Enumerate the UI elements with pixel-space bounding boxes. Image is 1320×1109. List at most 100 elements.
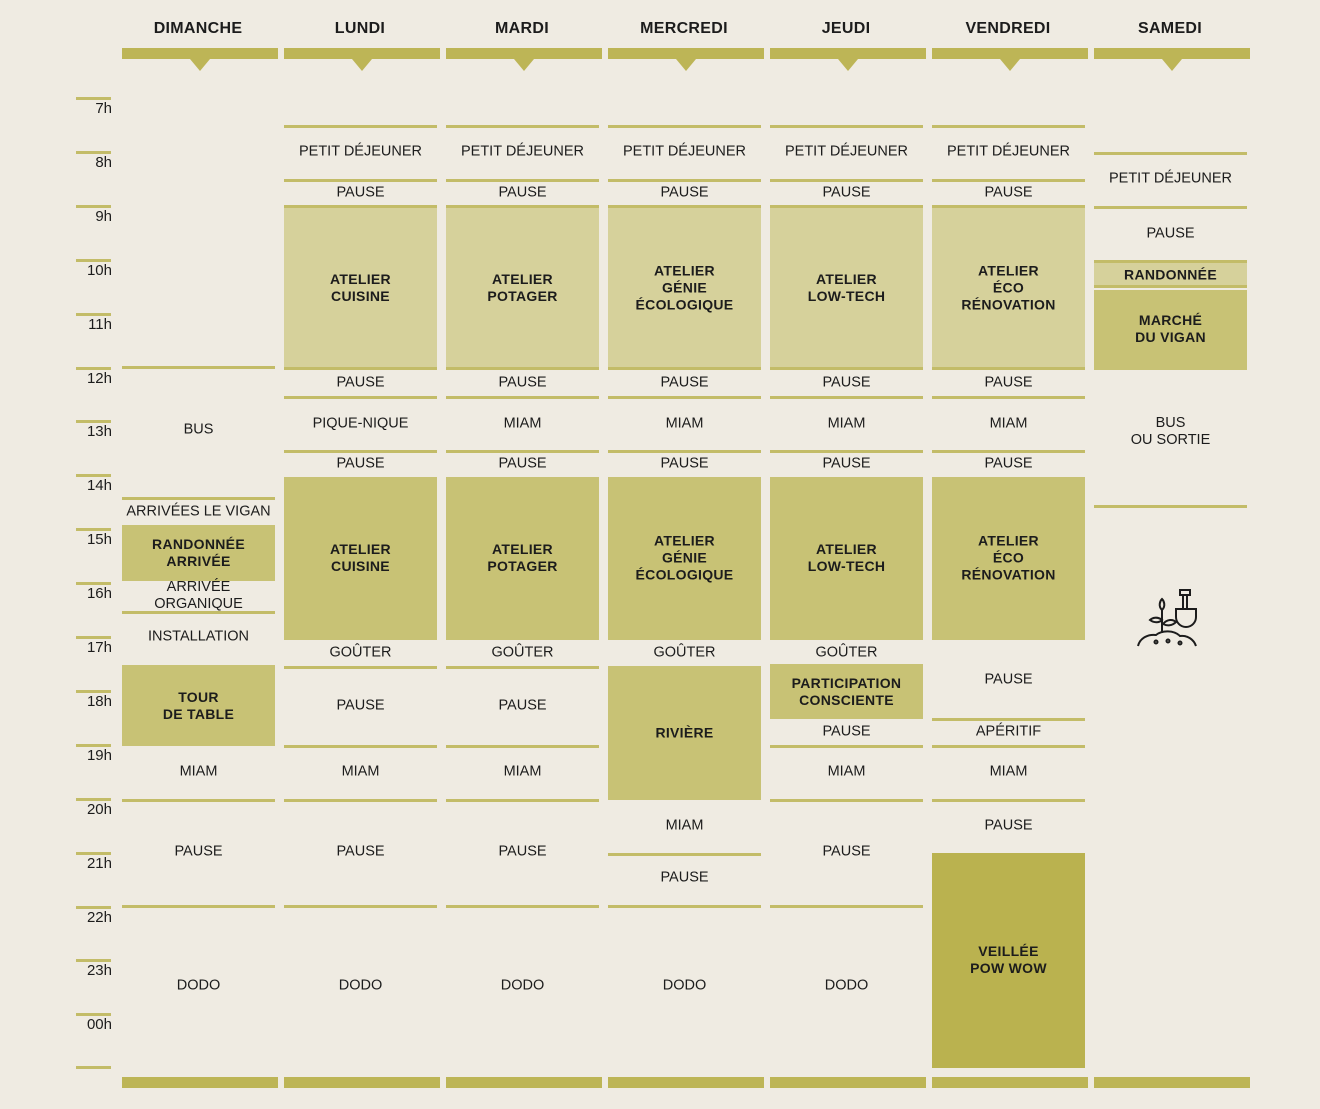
hour-line xyxy=(76,528,111,532)
day-header: MARDI xyxy=(495,20,549,37)
time-separator xyxy=(446,396,599,399)
activity-title: ATELIER CUISINE xyxy=(330,271,391,304)
time-separator xyxy=(608,125,761,128)
activity-label: PAUSE xyxy=(336,697,385,714)
activity-label: DODO xyxy=(500,977,545,994)
activity-block xyxy=(932,477,1085,640)
activity-block xyxy=(284,205,437,370)
hour-line xyxy=(76,905,111,909)
time-separator xyxy=(284,450,437,453)
activity-title: ATELIER LOW-TECH xyxy=(807,271,886,304)
day-header-pointer xyxy=(513,59,534,71)
hour-label: 12h xyxy=(86,369,112,387)
activity-title: ATELIER ÉCO RÉNOVATION xyxy=(961,262,1056,313)
time-separator xyxy=(446,125,599,128)
time-separator xyxy=(284,745,437,748)
activity-title: VEILLÉE POW WOW xyxy=(970,943,1047,976)
time-separator xyxy=(284,396,437,399)
day-header: SAMEDI xyxy=(1137,20,1203,37)
hour-label: 11h xyxy=(88,315,112,333)
activity-label: PAUSE xyxy=(1146,225,1195,242)
day-header: VENDREDI xyxy=(965,20,1051,37)
time-separator xyxy=(770,179,923,182)
activity-label: PAUSE xyxy=(822,184,871,201)
activity-label: PAUSE xyxy=(660,869,709,886)
hour-line xyxy=(76,959,111,963)
activity-title: ATELIER CUISINE xyxy=(330,541,391,574)
activity-block xyxy=(284,477,437,640)
activity-label: PAUSE xyxy=(822,455,871,472)
activity-block xyxy=(1094,290,1247,370)
hour-label: 15h xyxy=(86,531,112,549)
activity-label: PAUSE xyxy=(984,455,1033,472)
time-separator xyxy=(1094,505,1247,508)
hour-label: 9h xyxy=(95,207,112,225)
activity-label: MIAM xyxy=(179,763,218,780)
activity-label: APÉRITIF xyxy=(975,723,1042,740)
activity-label: INSTALLATION xyxy=(148,628,249,645)
day-header-bar xyxy=(446,48,602,59)
time-separator xyxy=(446,179,599,182)
activity-label: ARRIVÉES LE VIGAN xyxy=(126,503,271,520)
activity-label: MIAM xyxy=(827,415,866,432)
time-separator xyxy=(932,745,1085,748)
day-footer-bar xyxy=(608,1077,764,1088)
activity-label: MIAM xyxy=(989,415,1028,432)
hour-line xyxy=(76,851,111,855)
hour-label: 8h xyxy=(95,153,112,171)
activity-block xyxy=(932,853,1085,1068)
time-separator xyxy=(932,450,1085,453)
time-separator xyxy=(932,718,1085,721)
time-separator xyxy=(770,745,923,748)
activity-label: DODO xyxy=(662,977,707,994)
hour-line xyxy=(76,204,111,208)
activity-label: MIAM xyxy=(665,817,704,834)
time-separator xyxy=(770,799,923,802)
hour-label: 18h xyxy=(86,692,112,710)
hour-label: 00h xyxy=(86,1016,112,1034)
day-header-bar xyxy=(932,48,1088,59)
activity-label: PAUSE xyxy=(984,374,1033,391)
time-separator xyxy=(122,905,275,908)
hour-line xyxy=(76,582,111,586)
activity-title: ATELIER ÉCO RÉNOVATION xyxy=(961,532,1056,583)
hour-line xyxy=(76,97,111,100)
hour-line xyxy=(76,258,111,262)
day-footer-bar xyxy=(770,1077,926,1088)
day-header-pointer xyxy=(999,59,1020,71)
activity-label: PIQUE-NIQUE xyxy=(312,415,409,432)
activity-label: PAUSE xyxy=(498,184,547,201)
activity-label: PETIT DÉJEUNER xyxy=(622,143,746,160)
time-separator xyxy=(122,366,275,369)
activity-label: PAUSE xyxy=(174,843,223,860)
hour-label: 23h xyxy=(86,962,112,980)
activity-label: PAUSE xyxy=(660,455,709,472)
activity-title: RANDONNÉE ARRIVÉE xyxy=(152,536,245,569)
time-separator xyxy=(770,396,923,399)
time-separator xyxy=(932,396,1085,399)
activity-label: MIAM xyxy=(503,415,542,432)
activity-label: PAUSE xyxy=(822,843,871,860)
hour-line xyxy=(76,420,111,424)
time-separator xyxy=(122,497,275,500)
hour-line xyxy=(76,366,111,370)
activity-block xyxy=(122,665,275,746)
day-footer-bar xyxy=(284,1077,440,1088)
activity-label: GOÛTER xyxy=(329,644,392,661)
activity-label: MIAM xyxy=(665,415,704,432)
activity-block xyxy=(770,477,923,640)
activity-label: PETIT DÉJEUNER xyxy=(298,143,422,160)
activity-label: BUS xyxy=(183,421,214,438)
activity-label: PAUSE xyxy=(822,723,871,740)
activity-block xyxy=(608,205,761,370)
activity-label: PAUSE xyxy=(984,184,1033,201)
hour-label: 10h xyxy=(86,261,112,279)
activity-label: ARRIVÉE ORGANIQUE xyxy=(154,579,243,612)
activity-title: RIVIÈRE xyxy=(655,724,714,741)
activity-title: PARTICIPATION CONSCIENTE xyxy=(791,675,902,708)
time-separator xyxy=(932,799,1085,802)
hour-line xyxy=(76,474,111,478)
activity-label: PAUSE xyxy=(498,374,547,391)
activity-label: PETIT DÉJEUNER xyxy=(1108,170,1232,187)
activity-title: ATELIER GÉNIE ÉCOLOGIQUE xyxy=(635,262,734,313)
